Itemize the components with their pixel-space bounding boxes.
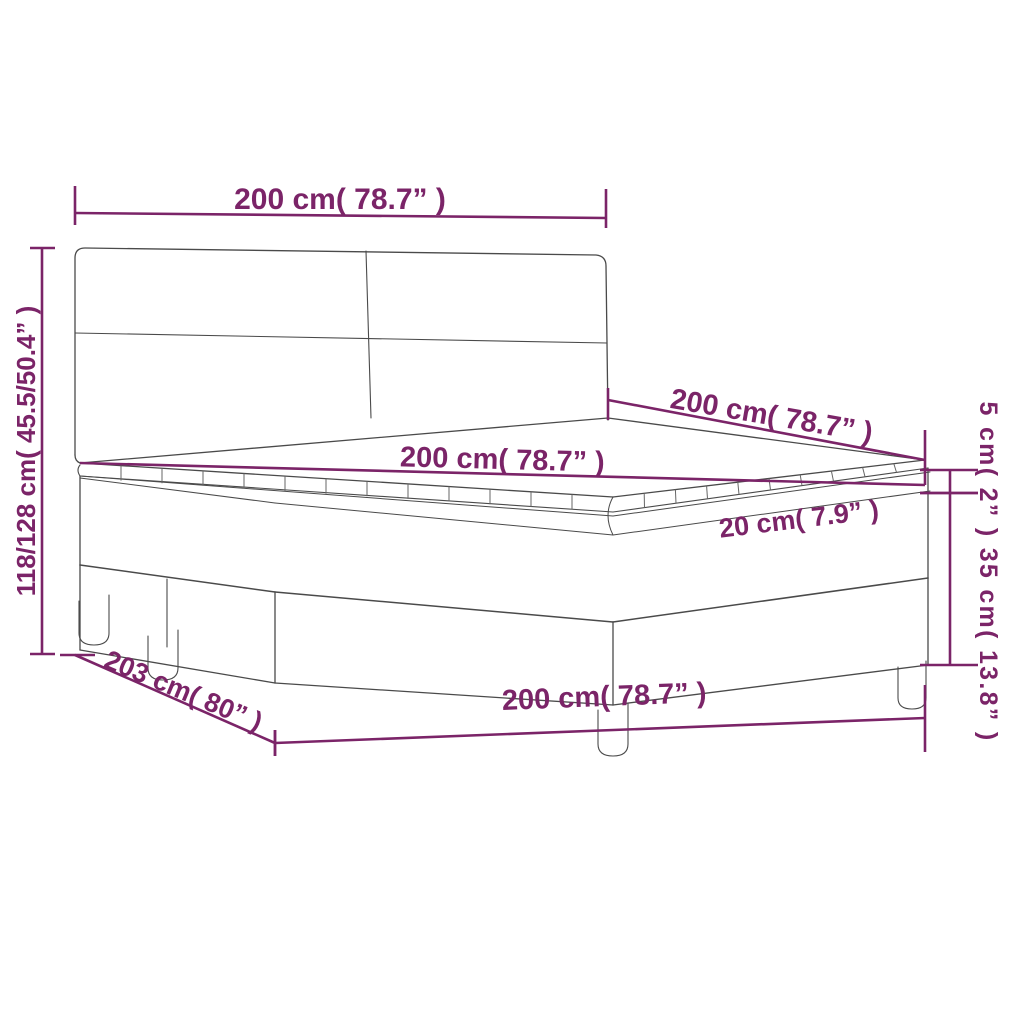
svg-text:5 cm( 2” ) 35 cm( 13.8” ): 5 cm( 2” ) 35 cm( 13.8” ): [974, 402, 1002, 743]
svg-text:200 cm( 78.7” ): 200 cm( 78.7” ): [400, 441, 606, 478]
svg-text:118/128 cm( 45.5/50.4” ): 118/128 cm( 45.5/50.4” ): [11, 306, 41, 597]
svg-text:200 cm( 78.7” ): 200 cm( 78.7” ): [234, 183, 446, 216]
